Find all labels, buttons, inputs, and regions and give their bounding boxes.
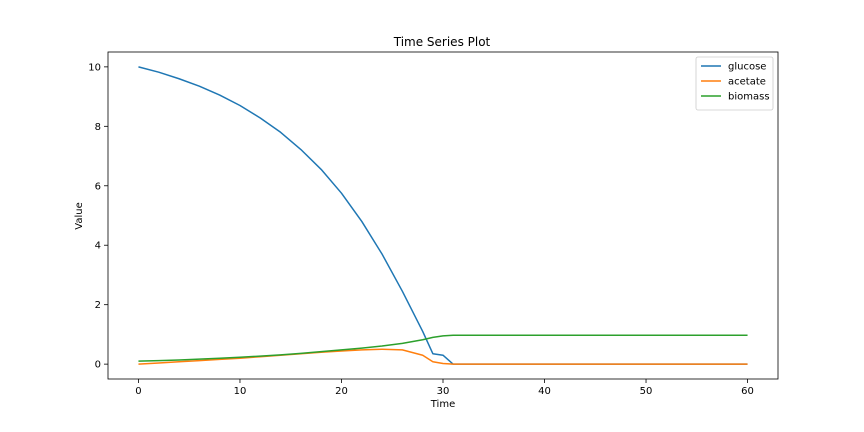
y-axis: 0 2 4 6 8 10: [88, 62, 108, 371]
x-tick-label: 40: [538, 386, 551, 397]
y-tick-label: 2: [95, 300, 101, 311]
legend-label-biomass: biomass: [728, 92, 770, 103]
series-line-glucose: [138, 66, 748, 365]
series-line-acetate: [138, 348, 748, 365]
x-tick-label: 0: [135, 386, 141, 397]
y-axis-label: Value: [74, 202, 85, 229]
y-tick-label: 6: [95, 181, 101, 192]
y-tick-label: 0: [95, 360, 101, 371]
series-lines: [138, 66, 748, 365]
y-tick-label: 8: [95, 122, 101, 133]
x-tick-label: 50: [640, 386, 653, 397]
x-tick-label: 20: [335, 386, 348, 397]
x-axis: 0 10 20 30 40 50 60: [135, 379, 754, 397]
legend-label-acetate: acetate: [728, 77, 766, 88]
x-tick-label: 10: [234, 386, 247, 397]
x-tick-label: 30: [437, 386, 450, 397]
y-tick-label: 10: [88, 62, 101, 73]
series-line-biomass: [138, 334, 748, 362]
plot-frame: [107, 51, 779, 380]
legend: glucose acetate biomass: [695, 56, 774, 111]
y-tick-label: 4: [95, 241, 101, 252]
chart-title: Time Series Plot: [393, 35, 491, 49]
legend-label-glucose: glucose: [728, 62, 766, 73]
x-tick-label: 60: [741, 386, 754, 397]
x-axis-label: Time: [430, 399, 455, 410]
